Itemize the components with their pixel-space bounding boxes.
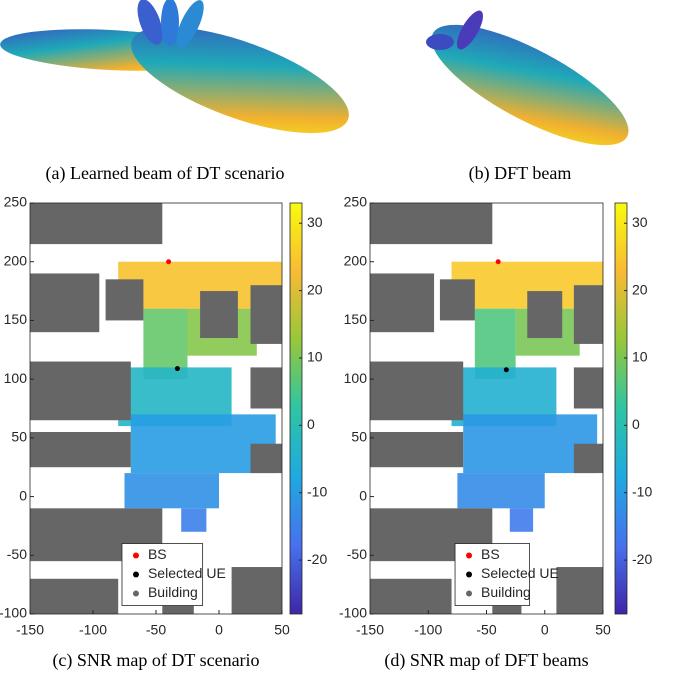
y-tick-label: 200 — [344, 252, 368, 268]
x-tick-label: -150 — [356, 622, 384, 638]
building — [370, 273, 435, 333]
building — [556, 567, 603, 614]
colorbar-tick-label: 30 — [307, 214, 323, 230]
y-tick-label: 250 — [344, 194, 368, 210]
colorbar-tick-label: 0 — [632, 416, 640, 432]
colorbar-tick-label: 10 — [307, 349, 323, 365]
legend-label: Selected UE — [481, 565, 559, 581]
y-tick-label: 200 — [4, 252, 28, 268]
building — [573, 285, 603, 344]
colorbar — [614, 202, 628, 615]
legend-label: Building — [481, 584, 531, 600]
caption: (c) SNR map of DT scenario — [52, 650, 259, 671]
legend-marker — [132, 590, 139, 597]
point — [503, 367, 509, 373]
x-tick-label: 0 — [541, 622, 549, 638]
y-tick-label: 50 — [351, 429, 367, 445]
y-tick-label: 100 — [4, 370, 28, 386]
y-tick-label: -100 — [0, 605, 27, 621]
point — [174, 366, 180, 372]
x-tick-label: -100 — [414, 622, 442, 638]
legend-label: Selected UE — [148, 565, 226, 581]
snr-zone — [124, 473, 219, 509]
y-tick-label: 0 — [19, 487, 27, 503]
y-tick-label: -50 — [7, 546, 27, 562]
building — [200, 291, 238, 339]
y-tick-label: -50 — [347, 546, 367, 562]
colorbar-tick-label: -10 — [307, 483, 327, 499]
snr-zone — [181, 508, 207, 532]
building — [105, 279, 144, 321]
building — [370, 578, 452, 614]
building — [573, 443, 603, 474]
y-tick-label: 250 — [4, 194, 28, 210]
legend-label: BS — [481, 546, 500, 562]
building — [250, 367, 282, 409]
colorbar-tick-label: -20 — [632, 551, 652, 567]
colorbar-tick-label: 20 — [632, 281, 648, 297]
building — [573, 367, 603, 409]
colorbar-tick-label: 10 — [632, 349, 648, 365]
legend-label: BS — [148, 546, 167, 562]
building — [250, 443, 282, 474]
x-tick-label: -50 — [146, 622, 166, 638]
colorbar-tick-label: 20 — [307, 281, 323, 297]
building — [30, 203, 163, 245]
x-tick-label: 0 — [215, 622, 223, 638]
x-tick-label: -100 — [79, 622, 107, 638]
building — [250, 285, 282, 344]
building — [527, 291, 563, 339]
legend-marker — [466, 552, 473, 559]
snr-zone — [509, 508, 534, 532]
y-tick-label: 150 — [4, 311, 28, 327]
building — [30, 578, 119, 614]
legend-marker — [132, 571, 139, 578]
x-tick-label: 50 — [595, 622, 611, 638]
beam-a — [0, 0, 349, 134]
building — [30, 273, 100, 333]
point — [495, 259, 501, 265]
x-tick-label: 50 — [274, 622, 290, 638]
y-tick-label: 50 — [11, 429, 27, 445]
colorbar-tick-label: 0 — [307, 416, 315, 432]
x-tick-label: -150 — [16, 622, 44, 638]
point — [166, 259, 172, 265]
building — [370, 361, 464, 421]
beam-b — [426, 10, 629, 146]
legend-marker — [466, 571, 473, 578]
building — [30, 431, 131, 468]
snr-zone — [457, 473, 545, 509]
building — [370, 203, 493, 245]
y-tick-label: 0 — [359, 487, 367, 503]
caption: (a) Learned beam of DT scenario — [45, 163, 284, 184]
building — [439, 279, 475, 321]
legend-label: Building — [148, 584, 198, 600]
colorbar-tick-label: -10 — [632, 483, 652, 499]
building — [30, 361, 131, 421]
y-tick-label: 100 — [344, 370, 368, 386]
caption: (b) DFT beam — [469, 163, 572, 184]
building — [231, 567, 282, 614]
colorbar-tick-label: -20 — [307, 551, 327, 567]
legend-marker — [132, 552, 139, 559]
y-tick-label: -100 — [339, 605, 367, 621]
x-tick-label: -50 — [476, 622, 496, 638]
building — [370, 431, 464, 468]
legend-marker — [466, 590, 473, 597]
colorbar-tick-label: 30 — [632, 214, 648, 230]
y-tick-label: 150 — [344, 311, 368, 327]
caption: (d) SNR map of DFT beams — [384, 650, 588, 671]
colorbar — [289, 202, 303, 615]
